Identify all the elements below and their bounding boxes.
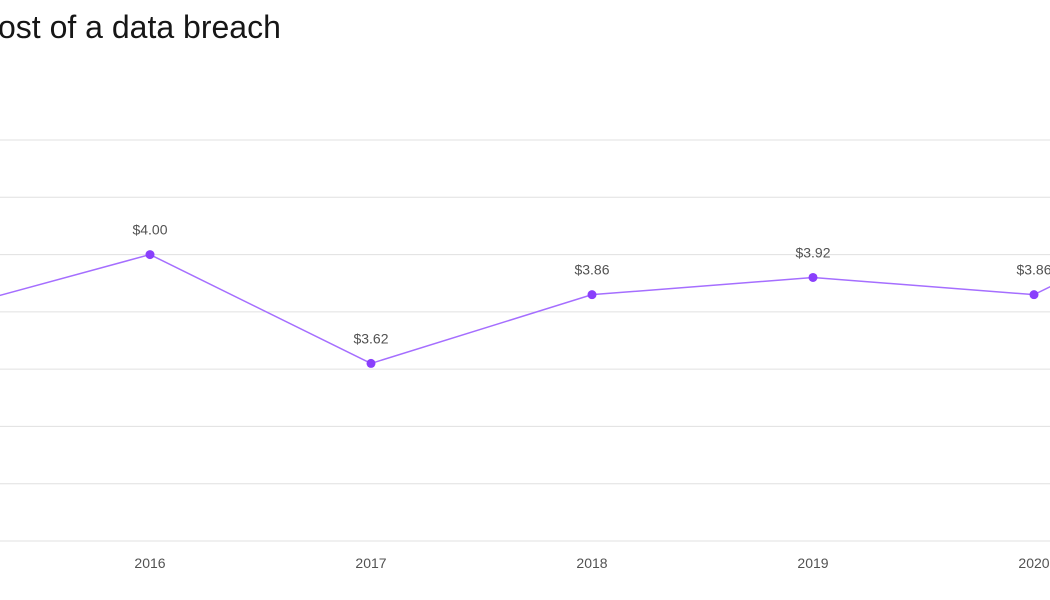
x-tick-label: 2018 bbox=[576, 555, 607, 571]
x-tick-label: 2020 bbox=[1018, 555, 1049, 571]
value-label: $3.86 bbox=[574, 262, 609, 278]
value-label: $3.62 bbox=[353, 330, 388, 346]
x-tick-label: 2017 bbox=[355, 555, 386, 571]
x-tick-label: 2019 bbox=[797, 555, 828, 571]
line bbox=[0, 253, 1050, 365]
value-label: $3.92 bbox=[795, 244, 830, 260]
point bbox=[366, 358, 376, 368]
point bbox=[808, 272, 818, 282]
chart-title: ost of a data breach bbox=[0, 9, 281, 45]
x-tick-label: 2016 bbox=[134, 555, 165, 571]
value-label: $3.86 bbox=[1016, 262, 1050, 278]
value-label: $4.00 bbox=[132, 222, 167, 238]
point bbox=[587, 290, 597, 300]
point bbox=[1029, 290, 1039, 300]
point bbox=[145, 250, 155, 260]
